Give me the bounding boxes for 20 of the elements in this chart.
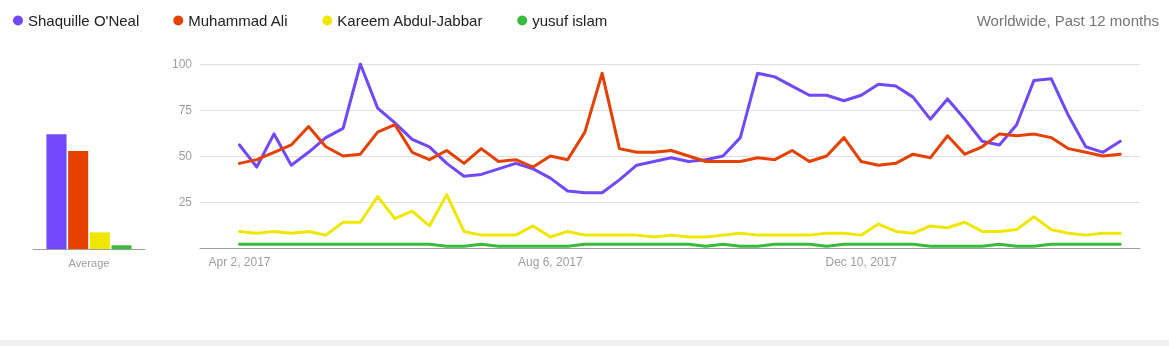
legend-label: Muhammad Ali — [188, 12, 288, 29]
line-series — [237, 193, 1122, 239]
x-tick-label: Aug 6, 2017 — [517, 255, 584, 269]
bar — [111, 245, 132, 249]
x-tick-label: Dec 10, 2017 — [825, 255, 898, 269]
y-tick-label: 100 — [171, 57, 193, 71]
line-series — [237, 71, 1122, 169]
legend-label: Kareem Abdul-Jabbar — [337, 12, 483, 29]
legend-label: yusuf islam — [532, 12, 608, 29]
y-tick-label: 75 — [178, 103, 193, 117]
bar — [68, 150, 89, 249]
legend-label: Shaquille O'Neal — [28, 12, 140, 29]
y-tick-label: 25 — [178, 195, 193, 209]
line-series — [237, 62, 1122, 195]
x-tick-label: Apr 2, 2017 — [208, 255, 271, 269]
bar — [89, 232, 110, 249]
text: Worldwide, Past 12 months — [976, 12, 1160, 29]
bar — [46, 134, 67, 249]
x-tick-label: Average — [68, 256, 110, 269]
y-tick-label: 50 — [178, 149, 193, 163]
